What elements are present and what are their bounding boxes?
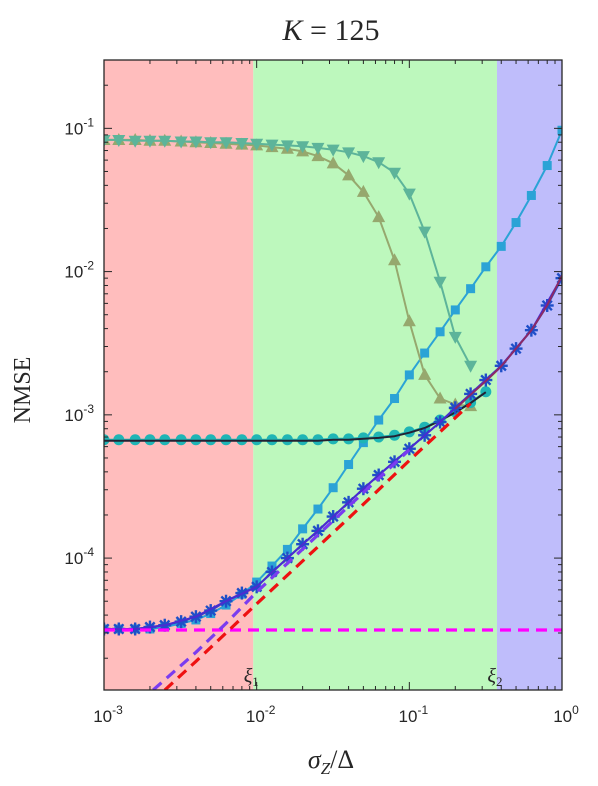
data-point-22 <box>418 367 432 380</box>
data-point-28 <box>511 218 521 228</box>
y-tick-label: 10-1 <box>64 115 94 138</box>
data-point-21 <box>404 370 414 380</box>
xi-annotation-1: ξ1 <box>244 665 259 689</box>
data-point-15 <box>311 142 325 155</box>
series-11-line <box>163 402 472 690</box>
data-point-13 <box>280 140 294 153</box>
y-tick-label: 10-4 <box>64 545 94 568</box>
series-group <box>104 125 562 690</box>
data-point-19 <box>374 415 384 425</box>
data-point-23 <box>433 391 447 404</box>
x-axis-label: σZ/Δ <box>308 745 354 778</box>
data-point-19 <box>372 157 386 170</box>
y-axis-label: NMSE <box>10 357 36 424</box>
data-point-21 <box>402 314 416 327</box>
data-point-22 <box>418 226 432 239</box>
data-point-11 <box>250 138 264 151</box>
y-tick-label: 10-3 <box>64 402 94 425</box>
xi-annotation-2: ξ2 <box>487 665 502 689</box>
data-point-3 <box>128 135 142 148</box>
data-point-8 <box>204 137 218 150</box>
data-point-23 <box>435 327 445 337</box>
data-point-16 <box>328 483 338 493</box>
region-1 <box>104 60 254 690</box>
data-point-18 <box>356 151 370 164</box>
data-point-13 <box>282 544 292 554</box>
plot-area <box>103 59 563 691</box>
data-point-17 <box>342 168 356 181</box>
series-10-line <box>152 448 411 690</box>
data-point-10 <box>235 138 249 151</box>
data-point-6 <box>174 136 188 149</box>
data-point-25 <box>466 284 476 294</box>
x-tick-label: 10-2 <box>246 703 276 726</box>
data-point-17 <box>342 147 356 160</box>
chart-title: K = 125 <box>282 14 380 47</box>
series-5 <box>104 391 487 442</box>
data-point-25 <box>464 360 478 373</box>
data-point-27 <box>496 241 506 251</box>
data-point-14 <box>296 141 310 154</box>
data-point-4 <box>143 135 157 148</box>
data-point-9 <box>219 137 233 150</box>
data-point-23 <box>433 276 447 289</box>
series-5-line <box>104 391 487 442</box>
data-point-29 <box>526 190 536 200</box>
region-2 <box>253 60 497 690</box>
data-point-31 <box>557 125 562 135</box>
series-10 <box>152 448 411 690</box>
data-point-30 <box>542 161 552 171</box>
x-tick-label: 10-1 <box>399 703 429 726</box>
series-8-line <box>454 274 562 410</box>
data-point-16 <box>326 156 340 169</box>
data-point-20 <box>388 167 402 180</box>
data-point-20 <box>388 253 402 266</box>
data-point-19 <box>372 210 386 223</box>
data-point-22 <box>420 348 430 358</box>
data-point-12 <box>265 139 279 152</box>
x-tick-label: 100 <box>553 703 579 726</box>
data-point-15 <box>311 149 325 162</box>
data-point-24 <box>450 305 460 315</box>
series-8 <box>454 274 562 410</box>
data-point-14 <box>298 524 308 534</box>
data-point-18 <box>356 184 370 197</box>
data-point-15 <box>313 504 323 514</box>
data-point-7 <box>189 136 203 149</box>
data-point-5 <box>158 135 172 148</box>
data-point-16 <box>326 144 340 157</box>
y-tick-label: 10-2 <box>64 259 94 282</box>
series-3 <box>104 134 478 373</box>
data-point-24 <box>448 331 462 344</box>
x-tick-label: 10-3 <box>93 703 123 726</box>
data-point-1 <box>104 134 111 147</box>
data-point-17 <box>344 460 354 470</box>
series-11 <box>163 402 472 690</box>
data-point-2 <box>112 134 126 147</box>
axes-frame <box>103 59 563 691</box>
data-point-26 <box>481 262 491 272</box>
data-point-20 <box>390 394 400 404</box>
data-point-21 <box>402 188 416 201</box>
